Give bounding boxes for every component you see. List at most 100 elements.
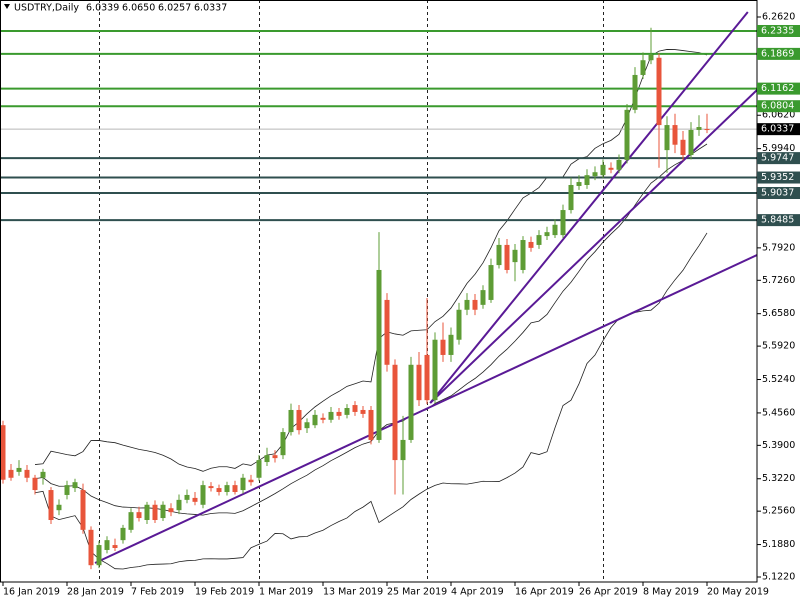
level-label: 6.1162	[761, 83, 794, 94]
candle-body	[264, 455, 270, 463]
candle-body	[112, 545, 118, 549]
y-tick-label: 6.2620	[762, 11, 795, 22]
candle-body	[0, 425, 6, 480]
candle-body	[472, 299, 478, 310]
candle-body	[232, 485, 238, 493]
level-label: 6.2335	[761, 25, 794, 36]
candle-body	[560, 210, 566, 236]
level-label: 5.9037	[761, 188, 794, 199]
candle-body	[224, 485, 230, 493]
symbol-title: USDTRY,Daily	[14, 3, 79, 14]
level-label-box	[757, 214, 800, 227]
candle-body	[656, 57, 662, 126]
level-label: 6.1869	[761, 48, 794, 59]
candle-body	[288, 409, 294, 433]
level-label-box	[757, 100, 800, 113]
candle-body	[80, 490, 86, 530]
candle-body	[496, 244, 502, 266]
candle-body	[176, 499, 182, 511]
candle-body	[376, 269, 382, 440]
trendline	[429, 89, 757, 404]
candle-body	[680, 139, 686, 156]
y-tick-label: 5.2560	[762, 506, 795, 517]
candle-body	[72, 482, 78, 489]
bollinger-lower	[34, 232, 708, 570]
candle-body	[480, 290, 486, 305]
x-tick-label: 19 Feb 2019	[195, 587, 254, 598]
candle-body	[400, 439, 406, 461]
plot-frame	[0, 0, 758, 583]
candle-body	[696, 127, 702, 130]
candle-body	[704, 129, 710, 131]
candle-body	[40, 471, 46, 478]
candle-body	[520, 240, 526, 270]
candle-body	[256, 460, 262, 478]
candle-body	[24, 469, 30, 478]
y-tick-label: 5.5920	[762, 341, 795, 352]
candle-body	[336, 411, 342, 416]
candle-body	[632, 74, 638, 110]
candle-body	[144, 504, 150, 521]
y-tick-label: 5.9940	[762, 143, 795, 154]
candle-body	[200, 485, 206, 505]
x-tick-label: 4 Apr 2019	[451, 587, 504, 598]
candle-body	[152, 504, 158, 521]
candle-body	[488, 265, 494, 300]
candle-body	[360, 409, 366, 414]
month-grid	[99, 0, 604, 582]
level-label-box	[757, 24, 800, 37]
candle-body	[584, 175, 590, 185]
header-high: 6.0650	[122, 3, 155, 14]
candle-body	[120, 527, 126, 541]
candle-body	[432, 339, 438, 401]
candle-body	[280, 432, 286, 456]
candle-body	[320, 417, 326, 420]
x-tick-label: 26 Apr 2019	[579, 587, 638, 598]
header: USDTRY,Daily 6.0339 6.0650 6.0257 6.0337	[4, 3, 227, 14]
candle-body	[424, 354, 430, 401]
candle-body	[392, 364, 398, 461]
candle-body	[416, 364, 422, 401]
y-tick-label: 5.7920	[762, 242, 795, 253]
header-icon	[4, 4, 10, 9]
candle-body	[208, 486, 214, 489]
candle-body	[272, 455, 278, 459]
candle-body	[96, 545, 102, 566]
candle-body	[648, 54, 654, 61]
candle-body	[592, 172, 598, 177]
x-tick-label: 20 May 2019	[707, 587, 769, 598]
x-tick-label: 13 Mar 2019	[323, 587, 383, 598]
level-label: 5.8485	[761, 215, 794, 226]
candle-body	[32, 477, 38, 491]
x-tick-label: 28 Jan 2019	[67, 587, 124, 598]
plot-area	[0, 11, 757, 570]
candle-body	[312, 414, 318, 426]
level-label-box	[757, 152, 800, 165]
candle-body	[344, 408, 350, 415]
x-tick-label: 1 Mar 2019	[259, 587, 313, 598]
candle-body	[8, 469, 14, 478]
level-label-box	[757, 82, 800, 95]
candle-body	[136, 512, 142, 519]
candle-body	[128, 512, 134, 530]
y-tick-label: 5.3900	[762, 440, 795, 451]
candle-body	[192, 497, 198, 502]
y-tick-label: 5.7260	[762, 275, 795, 286]
y-tick-label: 5.3220	[762, 473, 795, 484]
candle-body	[88, 529, 94, 566]
current-price-box	[757, 123, 800, 136]
candle-body	[576, 182, 582, 186]
candle-body	[440, 339, 446, 355]
level-label-box	[757, 47, 800, 60]
candle-body	[552, 224, 558, 236]
y-tick-label: 5.6580	[762, 308, 795, 319]
candle-body	[296, 409, 302, 431]
current-price-label: 6.0337	[761, 124, 794, 135]
level-label-box	[757, 187, 800, 200]
candle-body	[16, 467, 22, 472]
candle-body	[600, 164, 606, 176]
candle-body	[384, 299, 390, 365]
trendline	[94, 254, 757, 564]
